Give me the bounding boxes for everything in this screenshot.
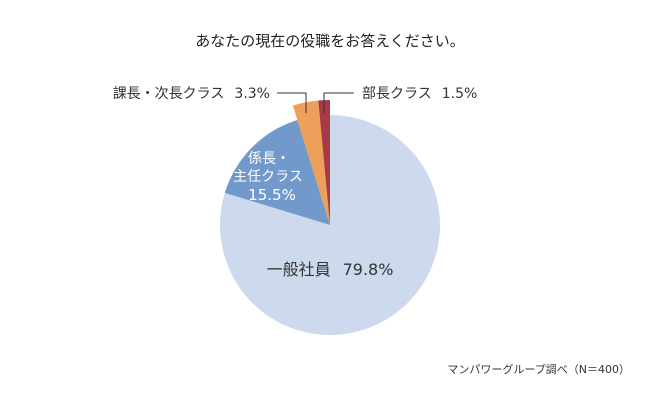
source-note: マンパワーグループ調べ（N＝400） — [447, 362, 630, 376]
leader-line-bucho — [323, 92, 354, 113]
pie-slice-3 — [318, 100, 330, 225]
label-ippan: 一般社員 79.8% — [267, 260, 394, 279]
label-kakari-value: 15.5% — [248, 186, 296, 204]
pie-slice-0 — [219, 115, 440, 335]
label-kakari-line1: 係長・ — [248, 151, 290, 167]
label-kacho: 課長・次長クラス 3.3% — [113, 86, 270, 102]
leader-line-kacho — [277, 92, 307, 113]
label-bucho: 部長クラス 1.5% — [362, 86, 477, 102]
pie-slice-2 — [292, 100, 330, 225]
chart-title: あなたの現在の役職をお答えください。 — [195, 32, 465, 50]
pie-slice-1 — [224, 119, 330, 225]
label-kakari-line2: 主任クラス — [233, 169, 303, 185]
